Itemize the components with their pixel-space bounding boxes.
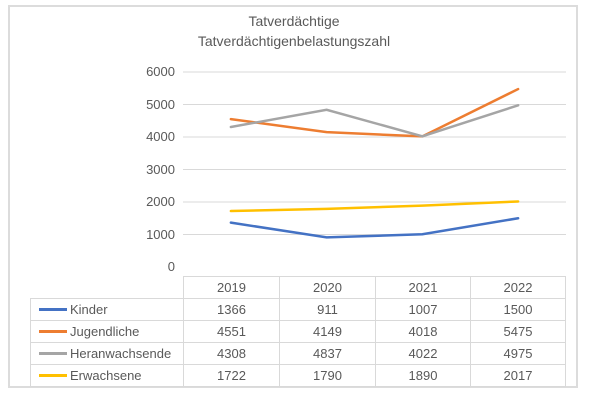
value-cell: 4018 (375, 320, 471, 343)
value-cell: 1500 (470, 298, 566, 321)
year-header-cell: 2019 (183, 276, 280, 299)
chart-title: Tatverdächtige Tatverdächtigenbelastungs… (0, 11, 588, 51)
table-row: Jugendliche 4551 4149 4018 5475 (30, 320, 566, 343)
value-cell: 5475 (470, 320, 566, 343)
legend-key-line-icon (39, 330, 67, 334)
y-axis-tick-label: 2000 (146, 194, 175, 209)
legend-label: Erwachsene (70, 368, 142, 383)
legend-cell: Kinder (30, 298, 184, 321)
value-cell: 2017 (470, 364, 566, 387)
legend-label: Kinder (70, 302, 108, 317)
legend-key-line-icon (39, 374, 67, 378)
y-axis-tick-label: 6000 (146, 64, 175, 79)
value-cell: 1890 (375, 364, 471, 387)
value-cell: 1366 (183, 298, 280, 321)
value-cell: 4022 (375, 342, 471, 365)
year-header-cell: 2021 (375, 276, 471, 299)
y-axis-tick-label: 3000 (146, 161, 175, 177)
year-header-cell: 2020 (279, 276, 376, 299)
y-axis-tick-label: 1000 (146, 226, 175, 242)
legend-cell: Jugendliche (30, 320, 184, 343)
table-row: Kinder 1366 911 1007 1500 (30, 298, 566, 321)
legend-cell: Heranwachsende (30, 342, 184, 365)
chart-title-line1: Tatverdächtige (248, 13, 340, 29)
value-cell: 4975 (470, 342, 566, 365)
value-cell: 4149 (279, 320, 376, 343)
legend-label: Heranwachsende (70, 346, 172, 361)
value-cell: 4837 (279, 342, 376, 365)
data-table: 2019 2020 2021 2022 Kinder 1366 911 1007 1500 Jug… (30, 276, 566, 387)
value-cell: 1722 (183, 364, 280, 387)
table-corner-cell (31, 277, 184, 299)
value-cell: 1007 (375, 298, 471, 321)
legend-cell: Erwachsene (30, 364, 184, 387)
y-axis-tick-label: 4000 (146, 129, 175, 144)
y-axis-tick-label: 5000 (146, 96, 175, 112)
value-cell: 1790 (279, 364, 376, 387)
year-header-cell: 2022 (470, 276, 566, 299)
y-axis: 0 1000 2000 3000 4000 5000 6000 (128, 0, 175, 400)
legend-label: Jugendliche (70, 324, 140, 339)
y-axis-tick-label: 0 (167, 259, 175, 274)
table-header-row: 2019 2020 2021 2022 (31, 276, 566, 299)
legend-key-line-icon (39, 352, 67, 356)
value-cell: 911 (279, 298, 376, 321)
value-cell: 4551 (183, 320, 280, 343)
table-row: Heranwachsende 4308 4837 4022 4975 (30, 342, 566, 365)
chart-title-line2: Tatverdächtigenbelastungszahl (197, 33, 391, 49)
legend-key-line-icon (39, 308, 67, 312)
value-cell: 4308 (183, 342, 280, 365)
table-row: Erwachsene 1722 1790 1890 2017 (30, 364, 566, 387)
